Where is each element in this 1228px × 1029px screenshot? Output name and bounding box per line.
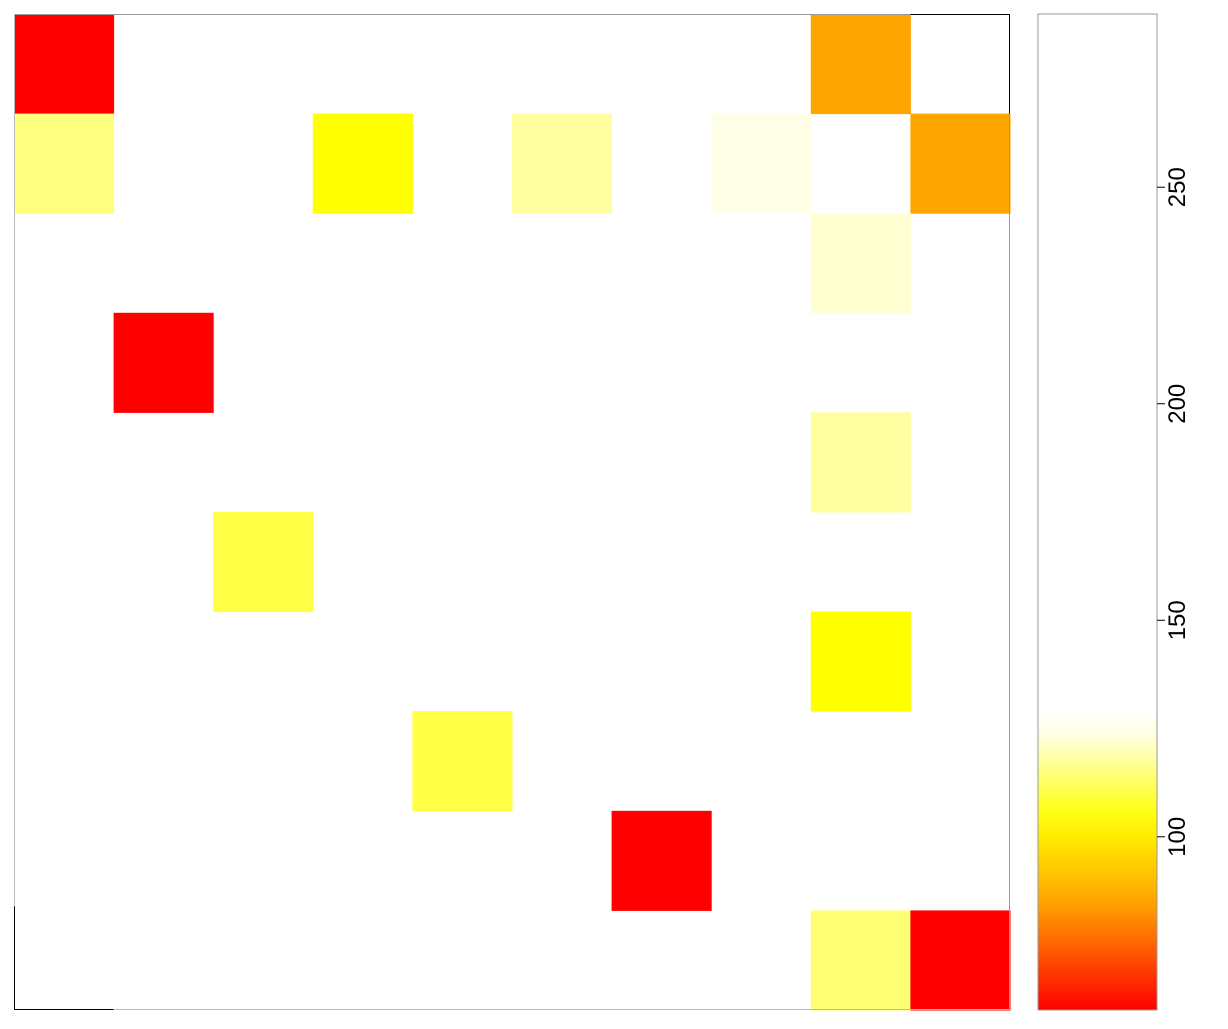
heatmap-cell-r1-c5 bbox=[512, 113, 613, 214]
colorbar-tick-label-150: 150 bbox=[1164, 600, 1191, 640]
heatmap-cell-r5-c2 bbox=[213, 512, 314, 613]
heatmap-cell-r1-c3 bbox=[312, 113, 413, 214]
heatmap-cell-r1-c9 bbox=[910, 113, 1011, 214]
heatmap-cell-r2-c8 bbox=[810, 213, 911, 314]
heatmap-cell-r6-c8 bbox=[810, 611, 911, 712]
colorbar-gradient bbox=[1037, 13, 1158, 1011]
heatmap-cell-r6-c6 bbox=[611, 611, 712, 712]
heatmap-cell-r0-c8 bbox=[810, 14, 911, 115]
heatmap-cell-r1-c7 bbox=[711, 113, 812, 214]
heatmap-cell-r9-c8 bbox=[810, 910, 911, 1011]
heatmap-cell-r1-c0 bbox=[14, 113, 115, 214]
heatmap-area bbox=[14, 14, 1011, 1011]
heatmap-cell-r3-c1 bbox=[113, 312, 214, 413]
heatmap-cell-r4-c8 bbox=[810, 412, 911, 513]
heatmap-cell-r0-c0 bbox=[14, 14, 115, 115]
colorbar-tick-label-100: 100 bbox=[1164, 817, 1191, 857]
colorbar-tick-label-250: 250 bbox=[1164, 167, 1191, 207]
heatmap-cell-r3-c3 bbox=[312, 312, 413, 413]
colorbar-tick-label-200: 200 bbox=[1164, 384, 1191, 424]
heatmap-cell-r9-c9 bbox=[910, 910, 1011, 1011]
heatmap-cell-r7-c4 bbox=[412, 711, 513, 812]
colorbar: 100 150 200 250 bbox=[1037, 13, 1191, 1011]
heatmap-cell-r8-c6 bbox=[611, 810, 712, 911]
